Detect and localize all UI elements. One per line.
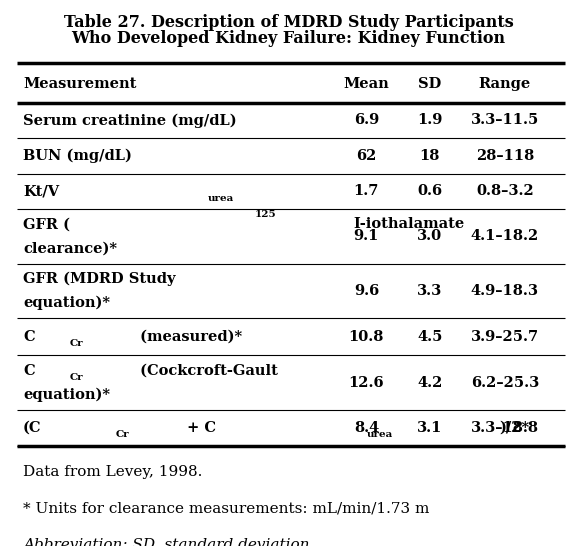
Text: Kt/V: Kt/V (23, 185, 59, 198)
Text: SD: SD (418, 77, 441, 91)
Text: + C: + C (182, 421, 216, 435)
Text: 1.7: 1.7 (354, 185, 379, 198)
Text: C: C (23, 364, 35, 378)
Text: 9.6: 9.6 (354, 284, 379, 298)
Text: 4.9–18.3: 4.9–18.3 (471, 284, 539, 298)
Text: Cr: Cr (115, 430, 129, 440)
Text: 3.3–18.8: 3.3–18.8 (471, 421, 539, 435)
Text: 1.9: 1.9 (417, 114, 443, 127)
Text: 12.6: 12.6 (349, 376, 384, 390)
Text: urea: urea (367, 430, 393, 440)
Text: C: C (23, 330, 35, 344)
Text: 3.9–25.7: 3.9–25.7 (471, 330, 539, 344)
Text: Mean: Mean (343, 77, 389, 91)
Text: 3.3–11.5: 3.3–11.5 (471, 114, 539, 127)
Text: Cr: Cr (69, 340, 83, 348)
Text: I-iothalamate: I-iothalamate (354, 217, 465, 232)
Text: Cr: Cr (69, 373, 83, 382)
Text: )/2*: )/2* (499, 421, 529, 435)
Text: Range: Range (479, 77, 531, 91)
Text: Table 27. Description of MDRD Study Participants: Table 27. Description of MDRD Study Part… (63, 14, 514, 31)
Text: 6.9: 6.9 (354, 114, 379, 127)
Text: (Cockcroft-Gault: (Cockcroft-Gault (136, 364, 278, 378)
Text: 18: 18 (419, 149, 440, 163)
Text: Who Developed Kidney Failure: Kidney Function: Who Developed Kidney Failure: Kidney Fun… (72, 30, 505, 47)
Text: clearance)*: clearance)* (23, 241, 117, 256)
Text: (measured)*: (measured)* (136, 330, 242, 344)
Text: urea: urea (208, 194, 234, 203)
Text: (C: (C (23, 421, 42, 435)
Text: 3.0: 3.0 (417, 229, 443, 244)
Text: GFR (MDRD Study: GFR (MDRD Study (23, 272, 175, 286)
Text: * Units for clearance measurements: mL/min/1.73 m: * Units for clearance measurements: mL/m… (23, 502, 429, 516)
Text: GFR (: GFR ( (23, 217, 70, 232)
Text: 3.1: 3.1 (417, 421, 443, 435)
Text: Serum creatinine (mg/dL): Serum creatinine (mg/dL) (23, 113, 237, 128)
Text: 0.8–3.2: 0.8–3.2 (476, 185, 534, 198)
Text: 8.4: 8.4 (354, 421, 379, 435)
Text: 4.5: 4.5 (417, 330, 443, 344)
Text: 62: 62 (356, 149, 377, 163)
Text: BUN (mg/dL): BUN (mg/dL) (23, 149, 132, 163)
Text: 4.1–18.2: 4.1–18.2 (471, 229, 539, 244)
Text: 3.3: 3.3 (417, 284, 443, 298)
Text: 28–118: 28–118 (476, 149, 534, 163)
Text: 6.2–25.3: 6.2–25.3 (471, 376, 539, 390)
Text: 0.6: 0.6 (417, 185, 443, 198)
Text: equation)*: equation)* (23, 388, 110, 402)
Text: 10.8: 10.8 (349, 330, 384, 344)
Text: 9.1: 9.1 (354, 229, 379, 244)
Text: 4.2: 4.2 (417, 376, 443, 390)
Text: Data from Levey, 1998.: Data from Levey, 1998. (23, 465, 203, 479)
Text: Measurement: Measurement (23, 77, 136, 91)
Text: 125: 125 (254, 210, 276, 219)
Text: Abbreviation: SD, standard deviation: Abbreviation: SD, standard deviation (23, 537, 310, 546)
Text: equation)*: equation)* (23, 296, 110, 310)
